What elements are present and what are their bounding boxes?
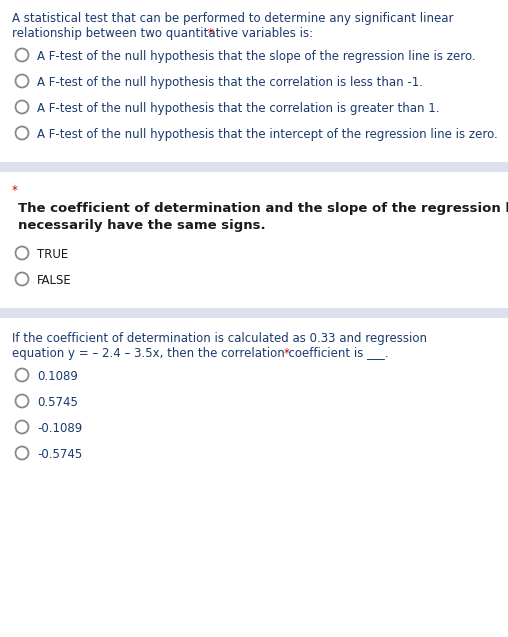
Text: 0.5745: 0.5745 xyxy=(37,396,78,409)
Text: FALSE: FALSE xyxy=(37,274,72,287)
Text: *: * xyxy=(12,184,18,197)
Bar xyxy=(0,308,508,318)
Text: A statistical test that can be performed to determine any significant linear: A statistical test that can be performed… xyxy=(12,12,454,25)
Text: *: * xyxy=(208,27,214,40)
Text: necessarily have the same signs.: necessarily have the same signs. xyxy=(18,219,266,232)
Text: A F-test of the null hypothesis that the correlation is less than -1.: A F-test of the null hypothesis that the… xyxy=(37,76,423,89)
Text: -0.5745: -0.5745 xyxy=(37,448,82,461)
Text: 0.1089: 0.1089 xyxy=(37,370,78,383)
Text: equation y = – 2.4 – 3.5x, then the correlation coefficient is ___.: equation y = – 2.4 – 3.5x, then the corr… xyxy=(12,347,392,360)
Text: relationship between two quantitative variables is:: relationship between two quantitative va… xyxy=(12,27,317,40)
Text: A F-test of the null hypothesis that the slope of the regression line is zero.: A F-test of the null hypothesis that the… xyxy=(37,50,475,63)
Text: -0.1089: -0.1089 xyxy=(37,422,82,435)
Bar xyxy=(0,162,508,172)
Text: A F-test of the null hypothesis that the correlation is greater than 1.: A F-test of the null hypothesis that the… xyxy=(37,102,439,115)
Text: A F-test of the null hypothesis that the intercept of the regression line is zer: A F-test of the null hypothesis that the… xyxy=(37,128,498,141)
Text: TRUE: TRUE xyxy=(37,248,68,261)
Text: The coefficient of determination and the slope of the regression line not: The coefficient of determination and the… xyxy=(18,202,508,215)
Text: *: * xyxy=(284,347,290,360)
Text: If the coefficient of determination is calculated as 0.33 and regression: If the coefficient of determination is c… xyxy=(12,332,427,345)
